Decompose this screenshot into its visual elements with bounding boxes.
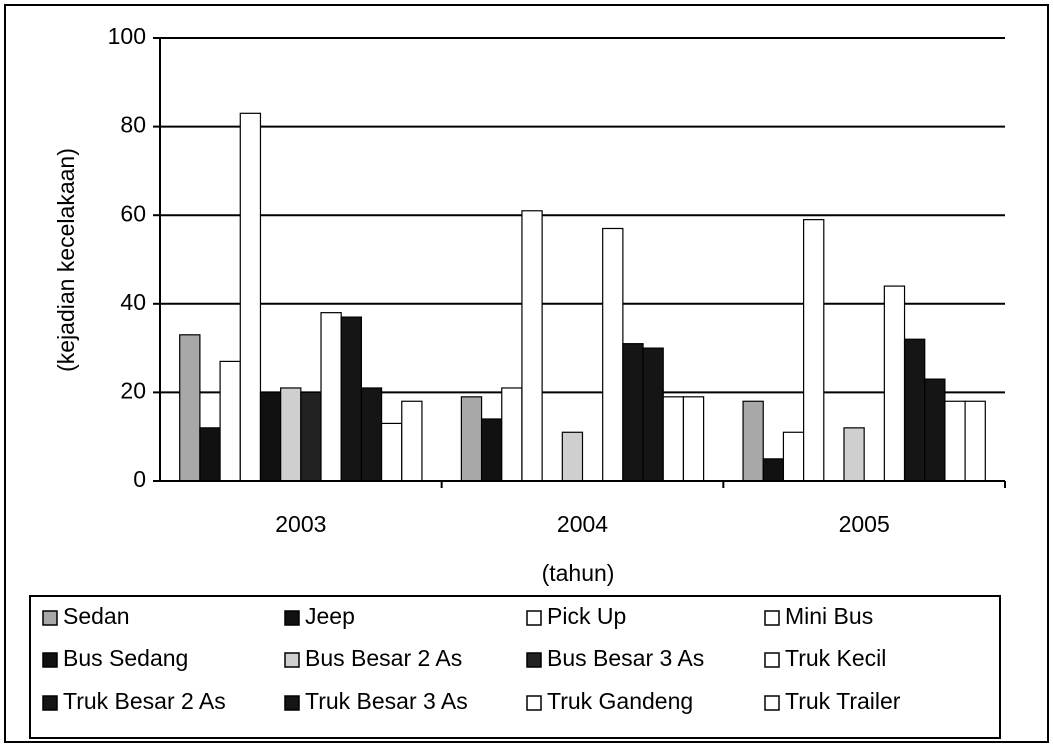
legend-swatch [526,695,542,711]
legend-label: Truk Gandeng [547,688,693,714]
bar [340,316,362,482]
bar [561,431,584,482]
legend-swatch [284,695,300,711]
y-axis-label: (kejadian kecelakaan) [53,148,79,372]
legend-swatch [284,610,300,626]
bar [602,227,624,482]
x-tick-label: 2005 [839,511,890,537]
bar [179,334,201,482]
bar [501,387,523,482]
legend-swatch [42,652,58,668]
bar [964,400,986,482]
bar [742,400,764,482]
bar [199,427,221,482]
y-tick-label: 60 [120,200,146,226]
bar [903,338,926,482]
legend-swatch [764,695,780,711]
legend-label: Bus Sedang [63,645,188,671]
bar [521,210,543,482]
legend-swatch [526,610,542,626]
y-tick-label: 100 [108,23,146,49]
bar [762,458,785,482]
legend-label: Sedan [63,603,130,629]
bar [320,312,342,482]
legend-label: Truk Besar 3 As [305,688,468,714]
bar [460,396,483,482]
y-tick-label: 80 [120,112,146,138]
bar [401,400,423,482]
legend-label: Truk Besar 2 As [63,688,226,714]
legend-label: Bus Besar 2 As [305,645,462,671]
bar [239,112,262,482]
legend-swatch [284,652,300,668]
x-tick-label: 2003 [275,511,326,537]
y-tick-label: 20 [120,377,146,403]
bar [622,343,644,482]
bar [642,347,664,482]
bar [219,360,241,482]
bar [682,396,705,482]
bar [782,431,805,482]
x-tick-label: 2004 [557,511,608,537]
legend-swatch [42,695,58,711]
legend-swatch [764,652,780,668]
bar [280,387,302,482]
legend-label: Bus Besar 3 As [547,645,704,671]
legend-swatch [526,652,542,668]
chart-border [4,4,1049,743]
legend-label: Mini Bus [785,603,873,629]
bar [300,391,322,482]
bar [883,285,906,482]
bar [803,219,825,482]
bar [480,418,503,482]
legend-label: Jeep [305,603,355,629]
legend-swatch [764,610,780,626]
legend-box [29,595,1001,739]
bar [924,378,946,482]
y-tick-label: 0 [133,466,146,492]
bar [843,427,865,482]
legend-label: Pick Up [547,603,626,629]
bar [360,387,383,482]
bar [944,400,966,482]
bar [259,391,282,482]
legend-swatch [42,610,58,626]
y-tick-label: 40 [120,289,146,315]
legend-label: Truk Kecil [785,645,886,671]
x-axis-label: (tahun) [542,560,615,586]
legend-label: Truk Trailer [785,688,901,714]
bar [662,396,685,482]
bar [380,422,403,482]
